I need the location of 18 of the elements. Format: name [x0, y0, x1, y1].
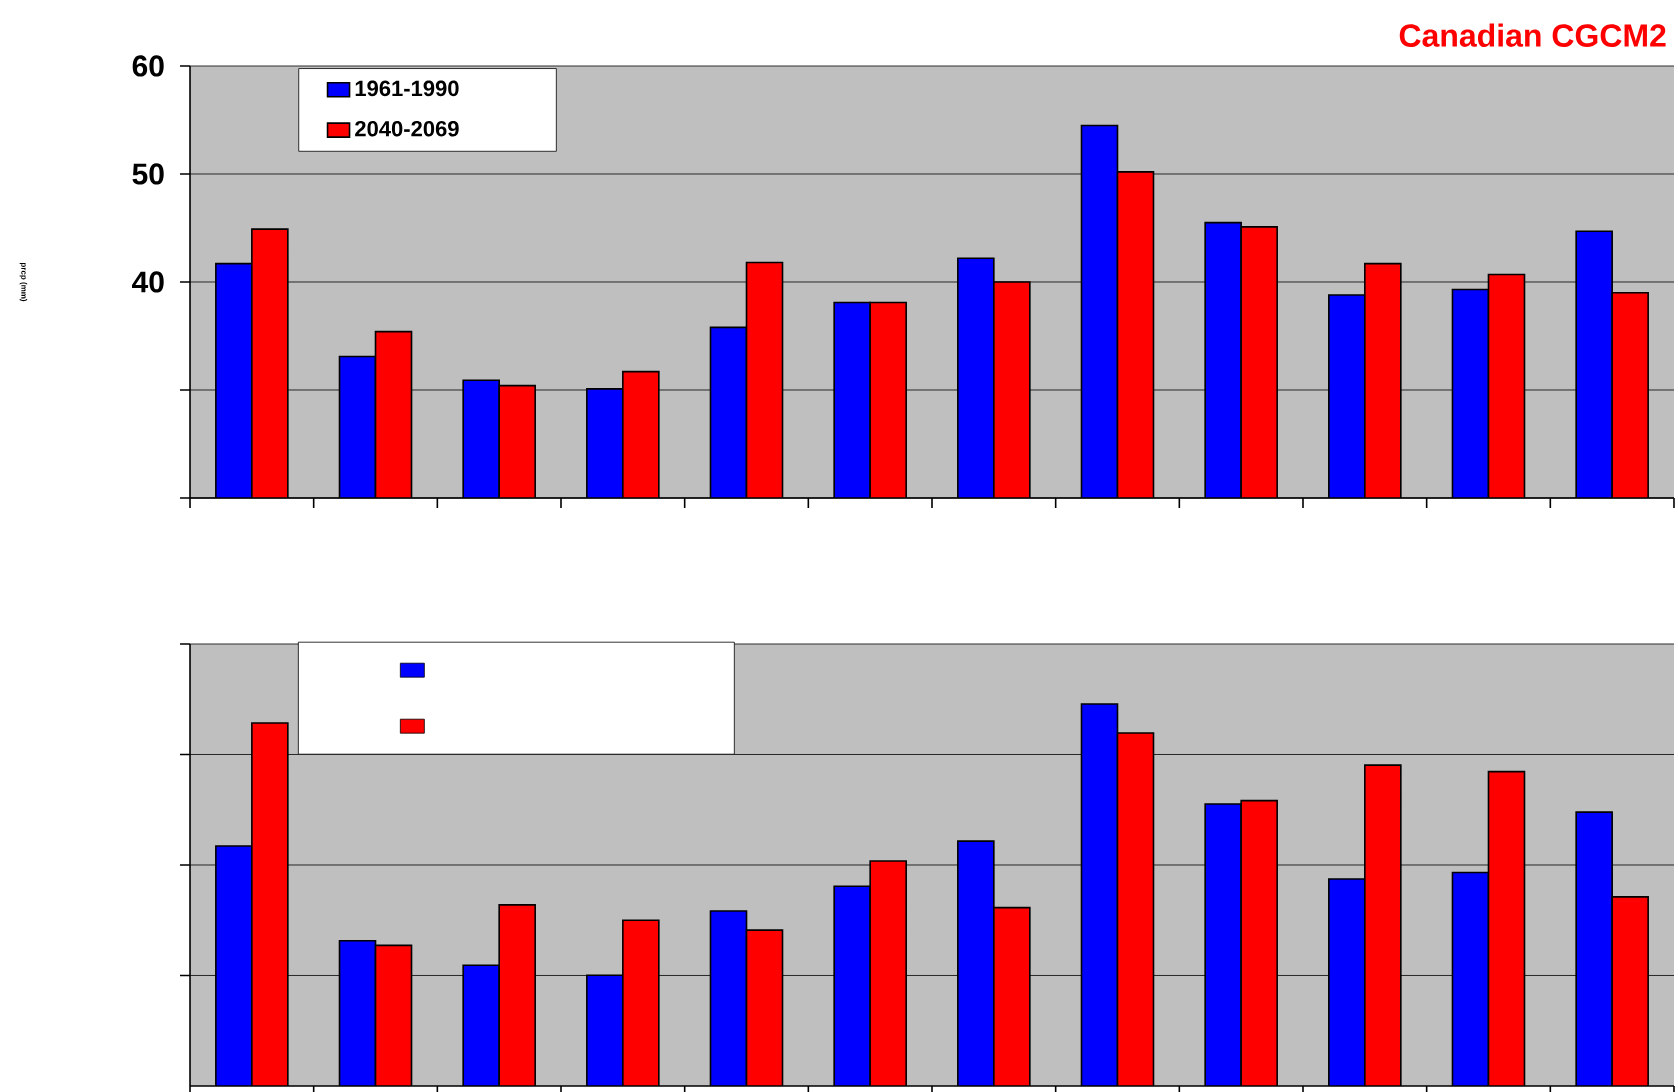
bar: [1611, 896, 1649, 1086]
bar: [622, 919, 660, 1086]
bar: [993, 906, 1031, 1086]
legend-label: 2040-2069: [355, 120, 459, 137]
y-tick-label: 40: [132, 271, 164, 293]
bar: [251, 722, 289, 1086]
chart-title: Canadian CGCM2: [1399, 23, 1666, 47]
bar: [1240, 799, 1278, 1086]
bar: [869, 860, 907, 1086]
y-tick-label: 50: [132, 163, 164, 185]
bar: [498, 904, 536, 1086]
bar: [1487, 770, 1526, 1086]
bar: [374, 944, 413, 1086]
y-tick-label: 60: [132, 55, 164, 77]
bar: [745, 929, 784, 1086]
legend-label: 1961-1990: [355, 80, 459, 97]
bar: [1364, 764, 1402, 1086]
bar: [1116, 732, 1155, 1086]
